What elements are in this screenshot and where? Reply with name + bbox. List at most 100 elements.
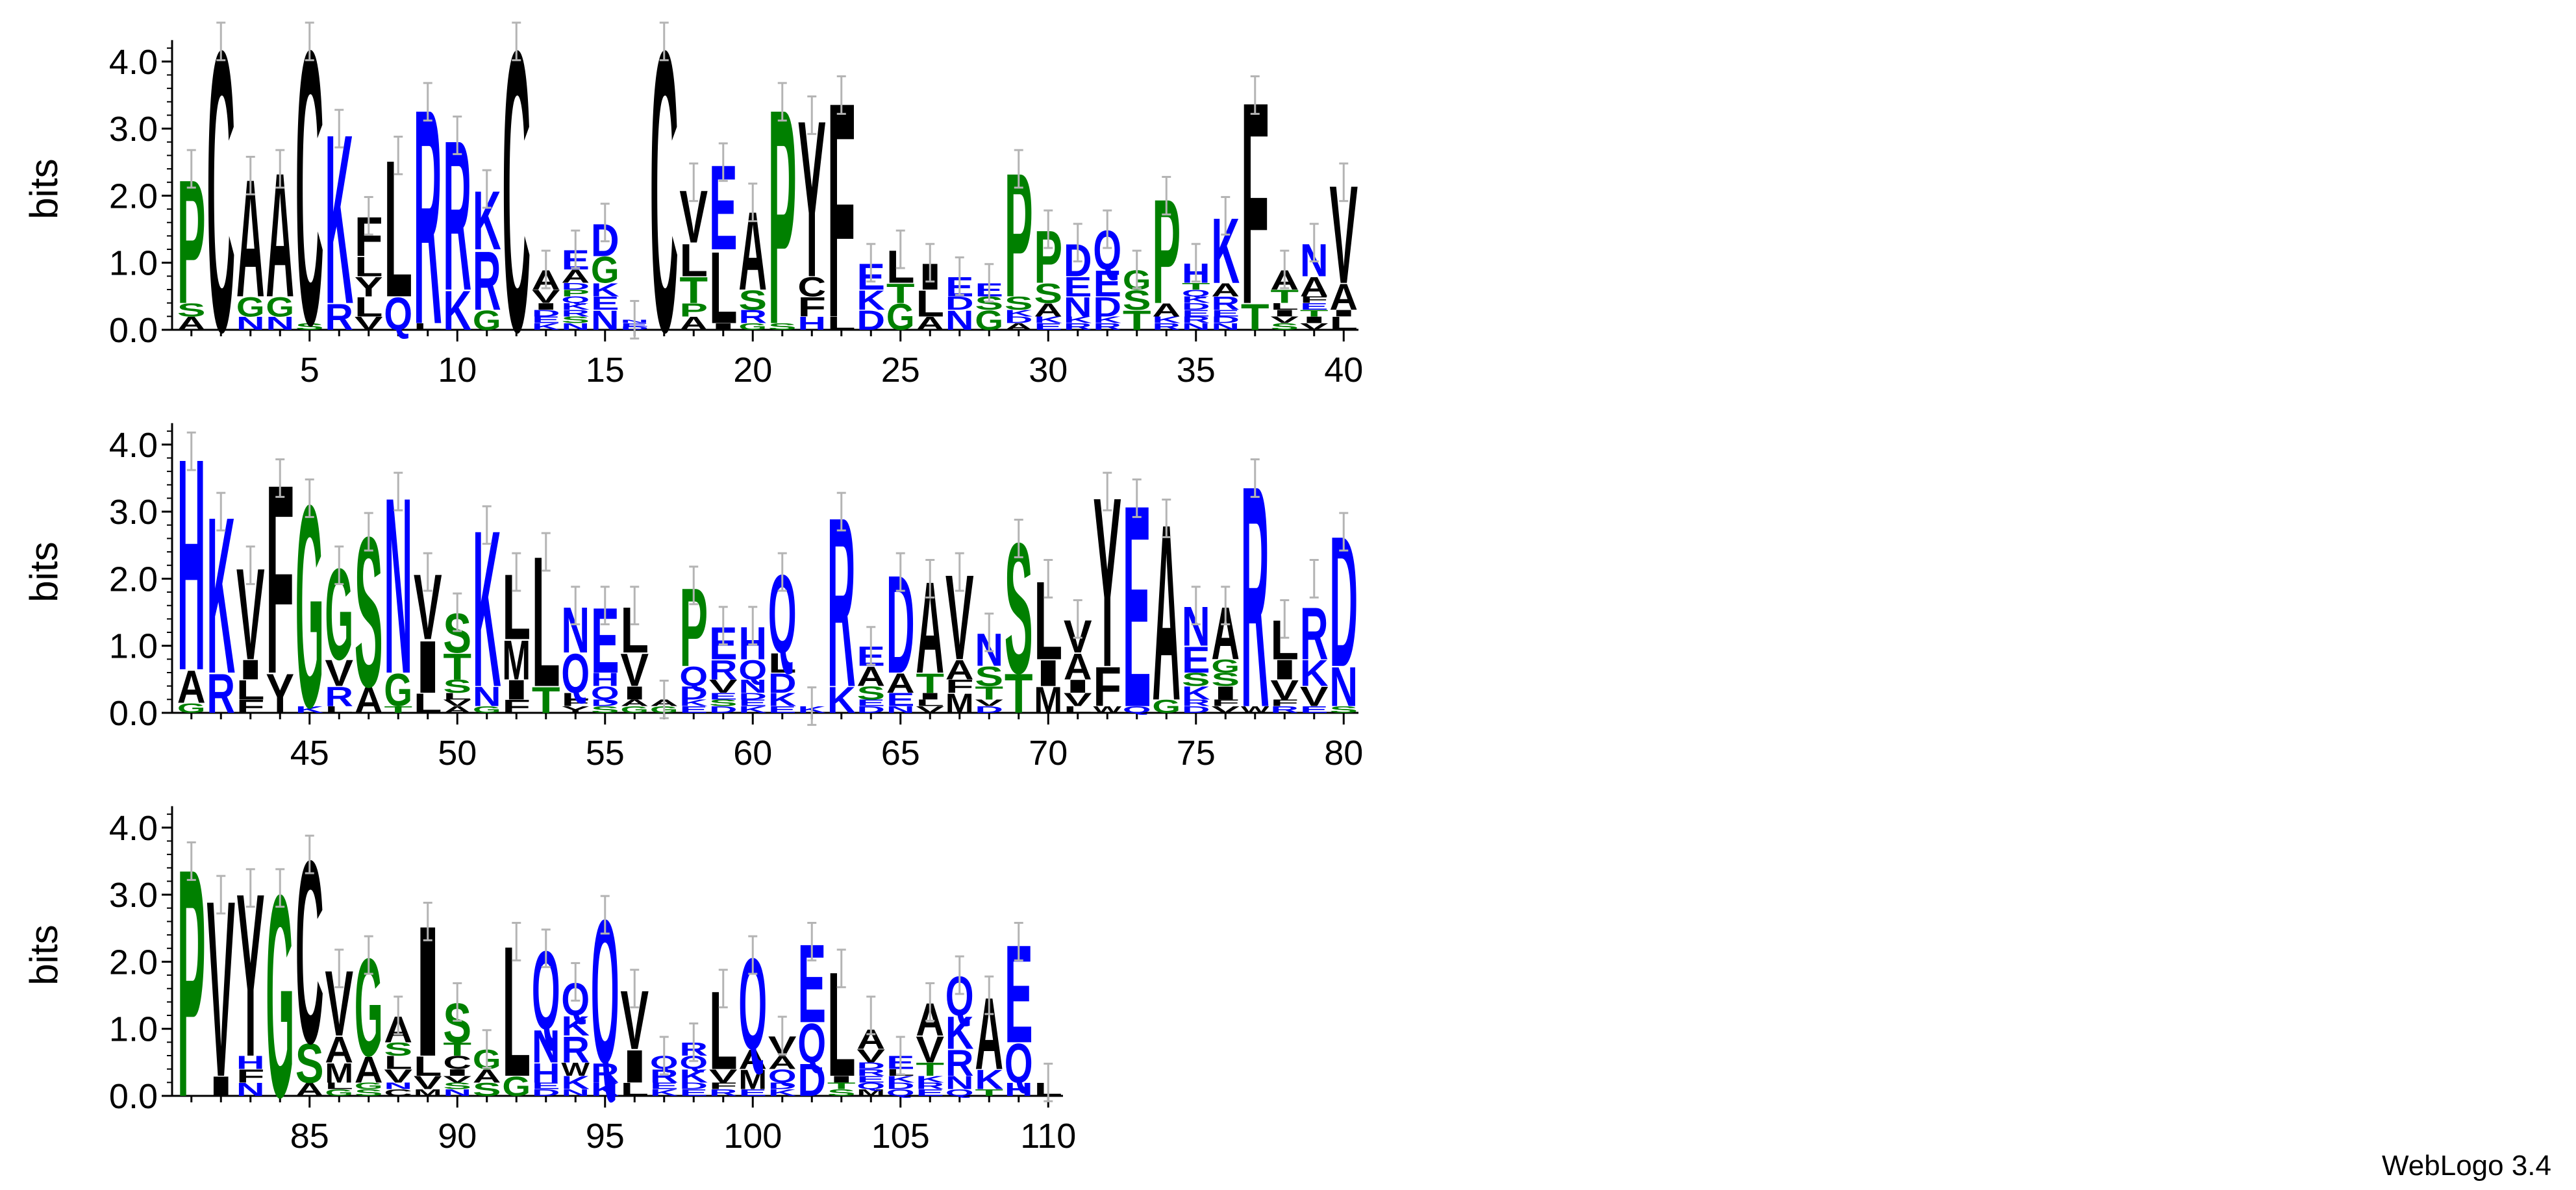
logo-letter-I: I — [206, 1071, 235, 1102]
logo-letter-C: C — [502, 0, 531, 415]
logo-letter-A: A — [443, 704, 471, 715]
logo-letter-S: S — [709, 698, 738, 708]
logo-letter-A: A — [1329, 277, 1358, 317]
logo-letter-G: G — [325, 1087, 353, 1098]
y-tick-label: 4.0 — [109, 43, 158, 82]
x-tick-label: 70 — [1029, 734, 1068, 773]
x-tick-label: 25 — [881, 351, 920, 390]
logo-letter-D: D — [561, 281, 590, 291]
logo-letter-I: I — [709, 321, 738, 332]
logo-letter-S: S — [561, 315, 590, 325]
logo-letter-R: R — [325, 297, 353, 338]
x-tick-label: 60 — [733, 734, 772, 773]
x-tick-label: 105 — [871, 1117, 930, 1156]
logo-letter-T: T — [679, 269, 708, 311]
logo-letter-K: K — [1005, 308, 1033, 319]
logo-letter-E: E — [1182, 308, 1210, 319]
logo-letter-I: I — [620, 1040, 649, 1092]
logo-letter-V: V — [1300, 321, 1329, 332]
logo-letter-G: G — [591, 250, 619, 291]
logo-letter-I: I — [414, 626, 442, 709]
logo-letter-Q: Q — [945, 1087, 974, 1098]
logo-letter-N: N — [443, 1087, 471, 1098]
y-tick-label: 2.0 — [109, 177, 158, 216]
logo-letter-K: K — [886, 1074, 915, 1085]
logo-letter-L: L — [1329, 313, 1358, 334]
logo-letter-N: N — [1329, 656, 1358, 718]
logo-letter-I: I — [443, 1067, 471, 1078]
logo-letter-D: D — [1182, 301, 1210, 312]
y-tick-label: 0.0 — [109, 694, 158, 733]
logo-letter-E: E — [916, 1087, 944, 1098]
logo-letter-Q: Q — [768, 1066, 797, 1087]
logo-letter-K: K — [945, 1008, 974, 1060]
logo-letter-E: E — [679, 1087, 708, 1098]
logo-letter-L: L — [443, 691, 471, 701]
logo-letter-F: F — [236, 696, 265, 717]
logo-letter-V: V — [443, 1074, 471, 1085]
logo-letter-K: K — [561, 301, 590, 312]
logo-letter-K: K — [591, 280, 619, 301]
logo-letter-E: E — [857, 698, 885, 708]
logo-letter-I: I — [620, 682, 649, 703]
logo-letter-V: V — [384, 1065, 412, 1086]
logo-letter-R: R — [1270, 704, 1299, 715]
logo-letter-V: V — [709, 676, 738, 697]
logo-letter-Y: Y — [355, 271, 383, 303]
logo-letter-R: R — [1211, 293, 1240, 314]
y-tick-label: 3.0 — [109, 876, 158, 915]
logo-letter-K: K — [1300, 653, 1329, 694]
logo-letter-M: M — [502, 629, 531, 692]
logo-letter-D: D — [886, 1081, 915, 1091]
logo-letter-F: F — [561, 698, 590, 708]
logo-letter-E: E — [591, 293, 619, 314]
logo-letter-V: V — [709, 1065, 738, 1086]
logo-letter-S: S — [1329, 704, 1358, 715]
logo-letter-Q: Q — [1123, 704, 1151, 715]
logo-letter-S: S — [177, 299, 206, 320]
logo-letter-E: E — [1034, 321, 1062, 332]
logo-letter-D: D — [857, 1061, 885, 1071]
logo-letter-N: N — [236, 1080, 265, 1100]
logo-letter-T: T — [443, 645, 471, 688]
logo-letter-V: V — [1270, 315, 1299, 325]
logo-letter-S: S — [1270, 321, 1299, 332]
logo-letter-K: K — [827, 680, 856, 721]
logo-letter-W: W — [1093, 704, 1122, 715]
logo-letter-S: S — [768, 321, 797, 332]
weblogo-credit: WebLogo 3.4 — [2382, 1150, 2551, 1182]
logo-letter-E: E — [1093, 263, 1121, 304]
logo-letter-H: H — [1005, 1080, 1033, 1100]
y-axis-label: bits — [22, 158, 66, 219]
logo-letter-L: L — [325, 704, 353, 715]
logo-letter-T: T — [886, 278, 915, 309]
logo-letter-S: S — [384, 1039, 412, 1060]
logo-letter-A: A — [561, 266, 590, 287]
x-tick-label: 55 — [586, 734, 625, 773]
logo-letter-D: D — [532, 308, 560, 319]
logo-letter-G: G — [502, 1071, 531, 1102]
logo-letter-I: I — [1300, 315, 1329, 325]
logo-letter-D: D — [679, 1081, 708, 1091]
logo-letter-L: L — [1064, 704, 1092, 715]
logo-letter-E: E — [1182, 639, 1210, 681]
logo-letter-E: E — [768, 704, 797, 715]
logo-letter-V: V — [355, 313, 383, 334]
logo-letter-T: T — [916, 1059, 944, 1080]
logo-letter-T: T — [975, 1087, 1003, 1098]
logo-letter-D: D — [768, 1081, 797, 1091]
x-tick-label: 5 — [300, 351, 319, 390]
logo-letter-K: K — [916, 1074, 944, 1085]
logo-letter-G: G — [1152, 697, 1181, 717]
logo-letter-L: L — [325, 1081, 353, 1091]
logo-letter-G: G — [1211, 656, 1240, 677]
logo-letter-T: T — [975, 683, 1003, 704]
logo-letter-A: A — [768, 1052, 797, 1073]
logo-letter-R: R — [1182, 315, 1210, 325]
logo-letter-L: L — [355, 251, 383, 282]
logo-letter-Q: Q — [561, 643, 590, 705]
logo-letter-D: D — [857, 704, 885, 715]
logo-letter-N: N — [236, 314, 265, 334]
